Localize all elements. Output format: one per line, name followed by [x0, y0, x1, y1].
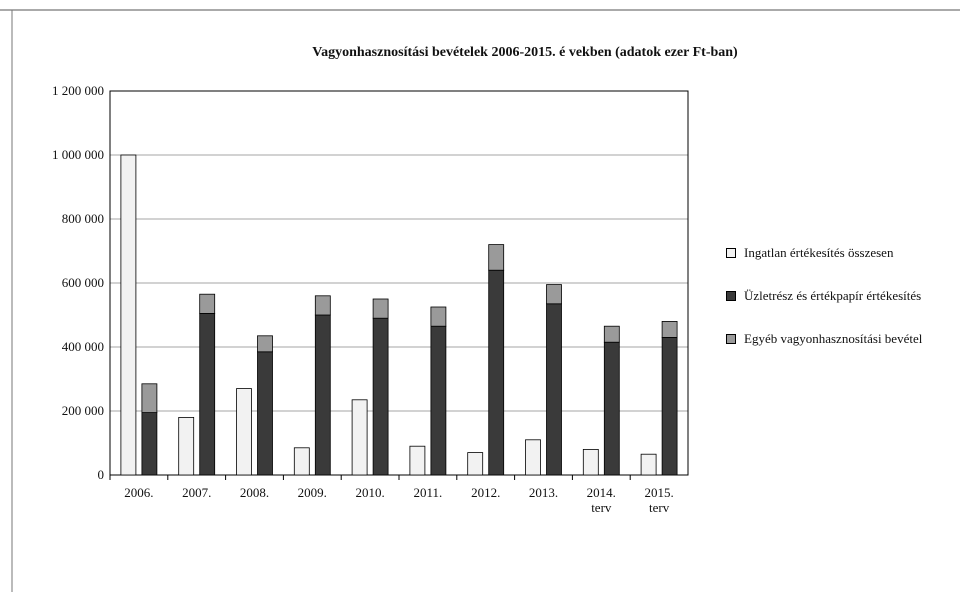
y-tick-label: 1 200 000 [52, 83, 104, 98]
bar [257, 335, 273, 353]
legend-swatch [726, 248, 736, 258]
x-tick-label: 2009. [298, 485, 327, 500]
bar [467, 452, 484, 476]
y-tick-label: 400 000 [62, 339, 104, 354]
bar [199, 293, 216, 314]
bar [603, 325, 620, 343]
bar [488, 244, 505, 271]
bar [488, 269, 505, 476]
bar [430, 306, 447, 327]
bar [661, 336, 678, 476]
bar [141, 383, 158, 413]
x-tick-label: 2007. [182, 485, 211, 500]
x-tick-label: 2012. [471, 485, 500, 500]
x-tick-label: 2015. terv [644, 485, 673, 515]
bar [372, 317, 389, 476]
bar [640, 453, 657, 476]
bar [546, 303, 562, 476]
bar [141, 412, 158, 476]
legend-label: Egyéb vagyonhasznosítási bevétel [744, 331, 923, 346]
legend-swatch [726, 291, 736, 301]
legend-item: Üzletrész és értékpapír értékesítés [726, 287, 936, 304]
bar [546, 284, 562, 305]
bar [409, 445, 426, 476]
bar [661, 320, 678, 338]
legend-item: Ingatlan értékesítés összesen [726, 244, 936, 261]
bar [525, 439, 541, 476]
y-tick-label: 200 000 [62, 403, 104, 418]
bar [236, 388, 252, 476]
x-tick-label: 2008. [240, 485, 269, 500]
bar [120, 154, 137, 476]
bar [603, 341, 620, 476]
x-tick-label: 2006. [124, 485, 153, 500]
x-tick-label: 2011. [414, 485, 443, 500]
legend-label: Ingatlan értékesítés összesen [744, 245, 894, 260]
bar [293, 447, 310, 476]
x-tick-label: 2010. [355, 485, 384, 500]
y-tick-label: 0 [98, 467, 105, 482]
legend-label: Üzletrész és értékpapír értékesítés [744, 288, 922, 303]
bar [314, 314, 331, 476]
bar [257, 351, 273, 476]
x-tick-label: 2014. terv [587, 485, 616, 515]
y-tick-label: 800 000 [62, 211, 104, 226]
x-tick-label: 2013. [529, 485, 558, 500]
y-tick-label: 600 000 [62, 275, 104, 290]
bar [582, 448, 599, 476]
bar [430, 325, 447, 476]
legend: Ingatlan értékesítés összesen Üzletrész é… [726, 244, 936, 373]
bar [372, 298, 389, 319]
bar [199, 312, 216, 476]
bar [314, 295, 331, 316]
bar [178, 416, 195, 476]
chart-title: Vagyonhasznosítási bevételek 2006-2015. … [312, 45, 738, 60]
legend-item: Egyéb vagyonhasznosítási bevétel [726, 330, 936, 347]
legend-swatch [726, 334, 736, 344]
bar [351, 399, 368, 476]
y-tick-label: 1 000 000 [52, 147, 104, 162]
